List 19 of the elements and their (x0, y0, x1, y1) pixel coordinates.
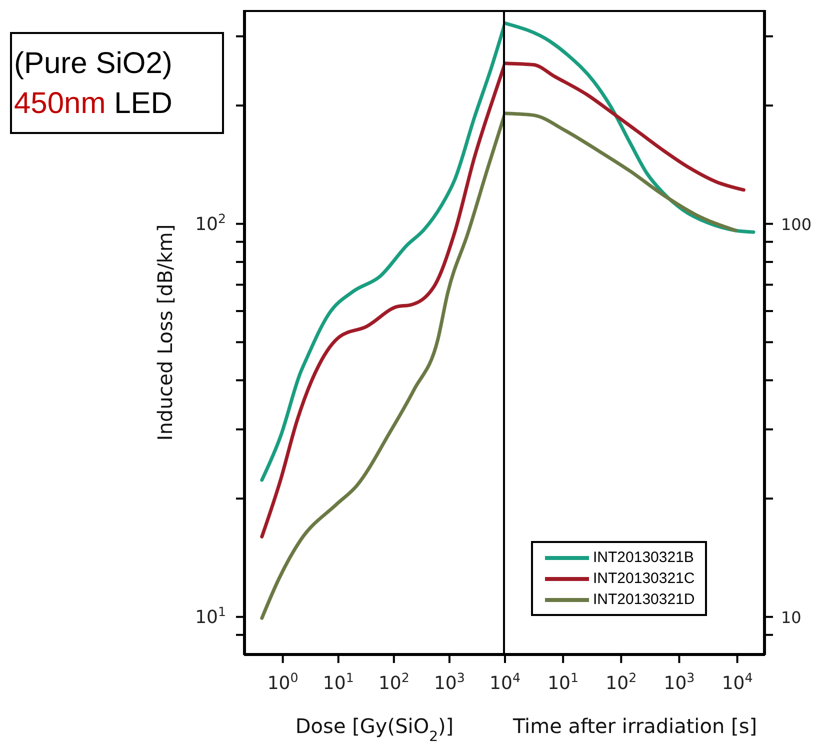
legend-label: INT20130321B (593, 548, 694, 568)
legend-label: INT20130321C (593, 569, 695, 589)
x-tick-label: 10$^{1}$ (322, 670, 354, 694)
text: (Pure SiO2) (14, 46, 174, 82)
x-axis-title: Dose [Gy(SiO$_{2}$)] (295, 714, 454, 744)
text: 450nm LED (14, 86, 174, 122)
x-tick-label: 10$^{0}$ (267, 670, 298, 694)
y-tick-label: 100 (781, 214, 812, 234)
legend-label: INT20130321D (593, 590, 695, 610)
x-tick-label: 10$^{4}$ (722, 670, 753, 694)
y-tick-label: 10 (781, 608, 802, 627)
x-tick-label: 10$^{3}$ (664, 670, 695, 694)
x-tick-label: 10$^{2}$ (378, 670, 410, 694)
x-tick-label: 10$^{4}$ (490, 670, 520, 694)
y-axis-title: Induced Loss [dB/km] (153, 224, 177, 441)
x-tick-label: 10$^{1}$ (548, 670, 579, 694)
x-tick-label: 10$^{3}$ (434, 670, 465, 694)
x-tick-label: 10$^{2}$ (606, 670, 637, 694)
x-axis-title: Time after irradiation [s] (512, 714, 758, 738)
